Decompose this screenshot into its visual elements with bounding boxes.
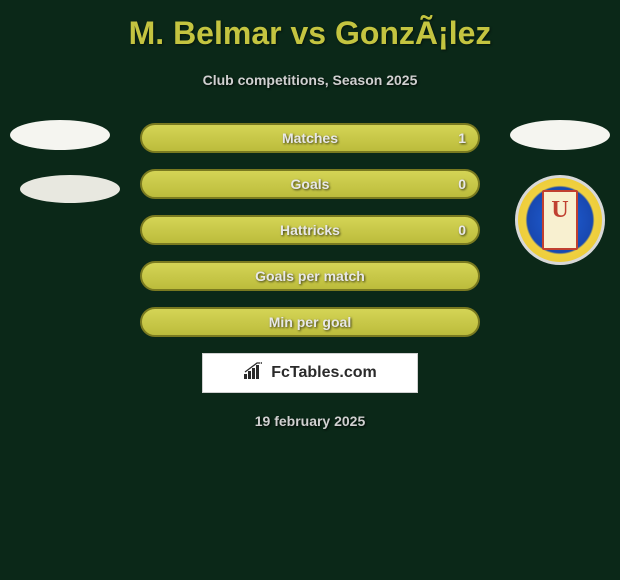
stat-row-goals-per-match: Goals per match — [140, 261, 480, 291]
stat-row-goals: Goals 0 — [140, 169, 480, 199]
stat-label: Goals — [291, 176, 330, 192]
stats-container: Matches 1 Goals 0 Hattricks 0 Goals per … — [0, 123, 620, 337]
stat-row-matches: Matches 1 — [140, 123, 480, 153]
page-subtitle: Club competitions, Season 2025 — [0, 72, 620, 88]
stat-value-right: 0 — [458, 176, 466, 192]
stat-label: Goals per match — [255, 268, 365, 284]
logo-text: FcTables.com — [271, 364, 377, 382]
stat-value-right: 1 — [458, 130, 466, 146]
stat-row-min-per-goal: Min per goal — [140, 307, 480, 337]
stat-label: Hattricks — [280, 222, 340, 238]
date-text: 19 february 2025 — [0, 413, 620, 429]
logo-box: FcTables.com — [202, 353, 418, 393]
stat-label: Min per goal — [269, 314, 351, 330]
stat-label: Matches — [282, 130, 338, 146]
stat-value-right: 0 — [458, 222, 466, 238]
page-title: M. Belmar vs GonzÃ¡lez — [0, 0, 620, 52]
chart-icon — [243, 362, 265, 385]
stat-row-hattricks: Hattricks 0 — [140, 215, 480, 245]
